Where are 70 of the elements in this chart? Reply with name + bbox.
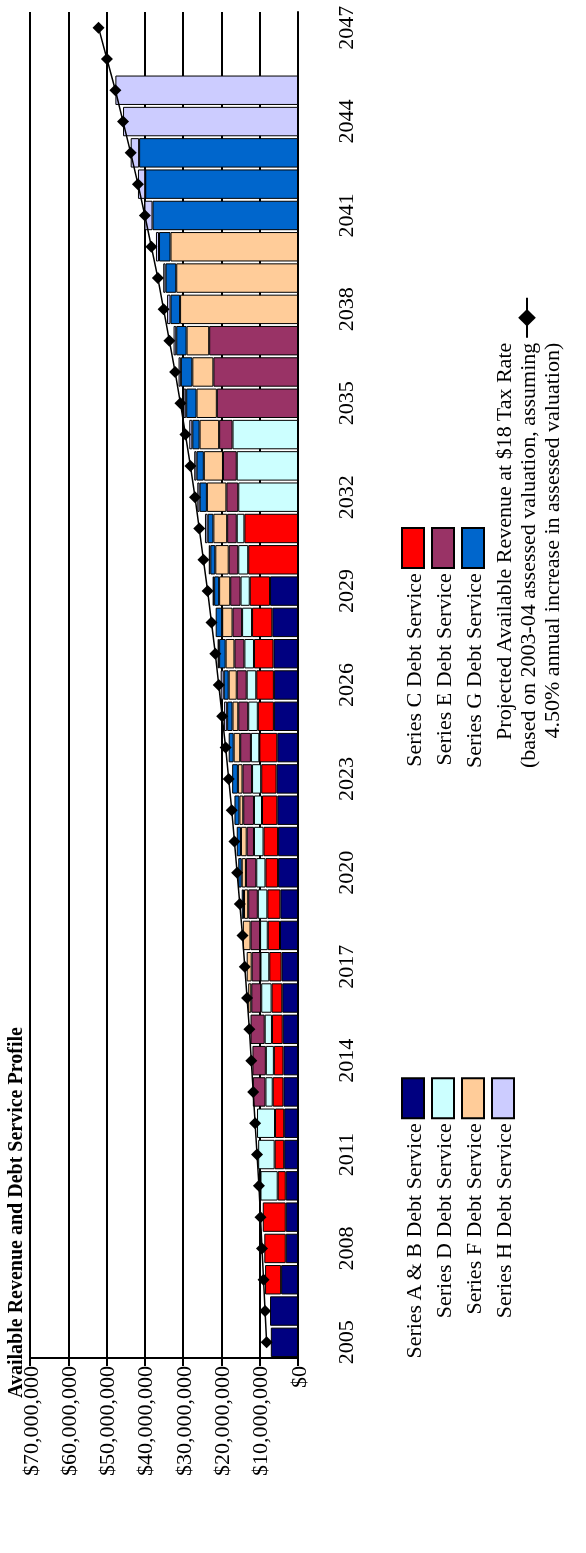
point — [256, 1242, 269, 1255]
point — [225, 804, 238, 817]
legend-label: Series A & B Debt Service — [400, 1123, 426, 1359]
point — [138, 209, 151, 222]
legend-label: Series C Debt Service — [400, 573, 426, 767]
x-tick-label: $40,000,000 — [132, 1366, 158, 1476]
point — [216, 710, 229, 723]
point — [219, 741, 232, 754]
point — [257, 1273, 270, 1286]
legend-label: Series H Debt Service — [490, 1123, 516, 1319]
point — [245, 1054, 258, 1067]
point — [254, 1211, 267, 1224]
point — [124, 146, 137, 159]
point — [151, 272, 164, 285]
point — [212, 679, 225, 691]
point — [174, 397, 187, 410]
point — [193, 522, 206, 535]
x-tick-label: $20,000,000 — [208, 1366, 234, 1476]
point — [238, 960, 251, 973]
y-tick-label: 2008 — [332, 1226, 358, 1271]
point — [163, 334, 176, 347]
point — [109, 84, 122, 97]
point — [251, 1148, 264, 1161]
point — [236, 929, 249, 942]
point — [243, 1023, 256, 1036]
y-tick-label: 2011 — [332, 1132, 358, 1177]
y-tick-label: 2023 — [332, 756, 358, 801]
x-tick-label: $0 — [285, 1366, 311, 1388]
y-tick-label: 2035 — [332, 381, 358, 426]
legend-label: Series F Debt Service — [460, 1123, 486, 1315]
y-tick-label: 2047 — [332, 5, 358, 50]
point — [260, 1336, 273, 1349]
point — [169, 365, 182, 378]
point — [117, 115, 130, 128]
y-tick-label: 2020 — [332, 850, 358, 895]
y-tick-label: 2026 — [332, 663, 358, 707]
point — [205, 616, 218, 629]
point — [241, 992, 254, 1005]
y-tick-label: 2005 — [332, 1320, 358, 1365]
x-tick-label: $10,000,000 — [247, 1366, 273, 1476]
y-tick-label: 2017 — [332, 944, 358, 989]
point — [209, 647, 222, 660]
point — [228, 835, 241, 848]
point — [145, 240, 158, 253]
point — [197, 553, 210, 566]
x-tick-label: $30,000,000 — [170, 1366, 196, 1476]
point — [131, 178, 144, 191]
point — [184, 459, 197, 472]
legend-label: Series E Debt Service — [430, 573, 456, 766]
legend-label: Series G Debt Service — [460, 573, 486, 769]
point — [189, 491, 202, 504]
point — [222, 772, 235, 785]
point — [231, 866, 244, 879]
point — [92, 21, 105, 34]
y-tick-label: 2044 — [332, 99, 358, 144]
point — [179, 428, 192, 441]
y-tick-label: 2041 — [332, 193, 358, 238]
legend-label: Projected Available Revenue at $18 Tax Rate (based on 2003-04 assessed valuation, assuming 4.50% annual increase in assessed valuation) — [490, 342, 564, 768]
x-tick-label: $50,000,000 — [94, 1366, 120, 1476]
y-tick-label: 2032 — [332, 475, 358, 520]
point — [157, 303, 170, 316]
y-tick-label: 2029 — [332, 569, 358, 614]
y-tick-label: 2038 — [332, 287, 358, 332]
point — [252, 1179, 265, 1192]
point — [233, 898, 246, 911]
point — [201, 585, 214, 598]
y-tick-label: 2014 — [332, 1038, 358, 1083]
x-tick-label: $60,000,000 — [55, 1366, 81, 1476]
legend-label: Series D Debt Service — [430, 1123, 456, 1319]
point — [249, 1117, 262, 1130]
